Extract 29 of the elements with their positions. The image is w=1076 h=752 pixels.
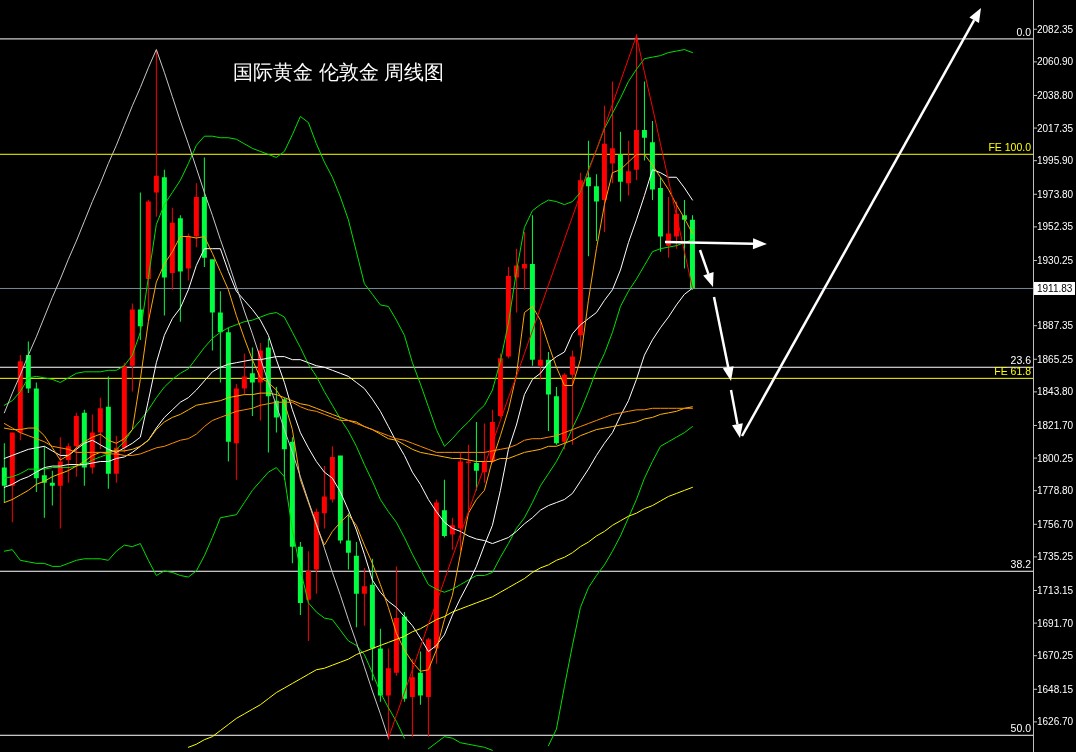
y-tick-label: 1670.25 [1037,650,1074,662]
y-tick-label: 2060.90 [1037,56,1074,68]
y-tick-label: 2017.35 [1037,122,1074,134]
y-tick-label: 1973.80 [1037,188,1074,200]
annotation: 50.0 [1010,722,1031,735]
y-tick-label: 1648.15 [1037,683,1074,695]
y-tick-label: 1865.25 [1037,353,1074,365]
y-tick-label: 2082.35 [1037,23,1074,35]
y-tick-label: 2038.80 [1037,89,1074,101]
annotation: FE 61.8 [994,365,1031,378]
y-tick-label: 1778.80 [1037,485,1074,497]
y-tick-label: 1626.70 [1037,716,1074,728]
title: 国际黄金 伦敦金 周线图 [233,61,445,83]
y-tick-label: 1691.70 [1037,617,1074,629]
y-tick-label: 1995.90 [1037,155,1074,167]
y-tick-label: 1735.25 [1037,551,1074,563]
annotation: 38.2 [1010,558,1031,571]
y-tick-label: 1887.35 [1037,320,1074,332]
y-tick-label: 1756.70 [1037,518,1074,530]
y-tick-label: 1930.25 [1037,254,1074,266]
y-tick-label: 1713.15 [1037,585,1074,596]
annotation: FE 100.0 [988,141,1031,154]
y-tick-label: 1821.70 [1037,420,1074,431]
annotation: 23.6 [1010,354,1031,367]
y-tick-label: 1911.83 [1037,282,1073,294]
y-tick-label: 1843.80 [1037,386,1074,398]
y-tick-label: 1952.35 [1037,221,1074,233]
annotation: 0.0 [1016,25,1031,38]
y-tick-label: 1800.25 [1037,452,1074,464]
